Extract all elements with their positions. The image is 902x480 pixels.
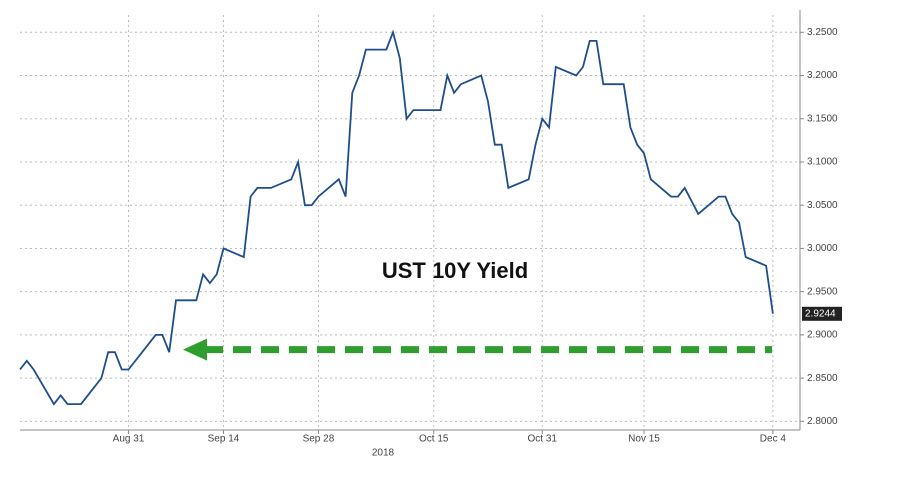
y-tick-label: 2.8500 (807, 373, 838, 384)
y-tick-label: 3.0000 (807, 243, 838, 254)
y-tick-label: 3.1500 (807, 113, 838, 124)
last-value-label: 2.9244 (805, 308, 836, 319)
x-tick-label: Dec 4 (760, 434, 787, 445)
x-tick-label: Oct 31 (528, 434, 558, 445)
yield-line (19, 29, 774, 406)
x-tick-label: Oct 15 (419, 434, 449, 445)
y-tick-label: 3.1000 (807, 157, 838, 168)
y-tick-label: 3.2000 (807, 70, 838, 81)
x-tick-label: Sep 14 (208, 434, 240, 445)
arrow-head (183, 338, 207, 361)
y-tick-label: 3.2500 (807, 27, 838, 38)
x-year-label: 2018 (372, 448, 395, 459)
y-tick-label: 3.0500 (807, 200, 838, 211)
x-tick-label: Nov 15 (628, 434, 660, 445)
y-tick-label: 2.8000 (807, 416, 838, 427)
x-tick-label: Aug 31 (113, 434, 145, 445)
annotation: UST 10Y Yield (382, 258, 528, 283)
y-tick-label: 2.9000 (807, 330, 838, 341)
x-tick-label: Sep 28 (303, 434, 335, 445)
last-value-box (802, 306, 842, 321)
y-tick-label: 2.9500 (807, 286, 838, 297)
